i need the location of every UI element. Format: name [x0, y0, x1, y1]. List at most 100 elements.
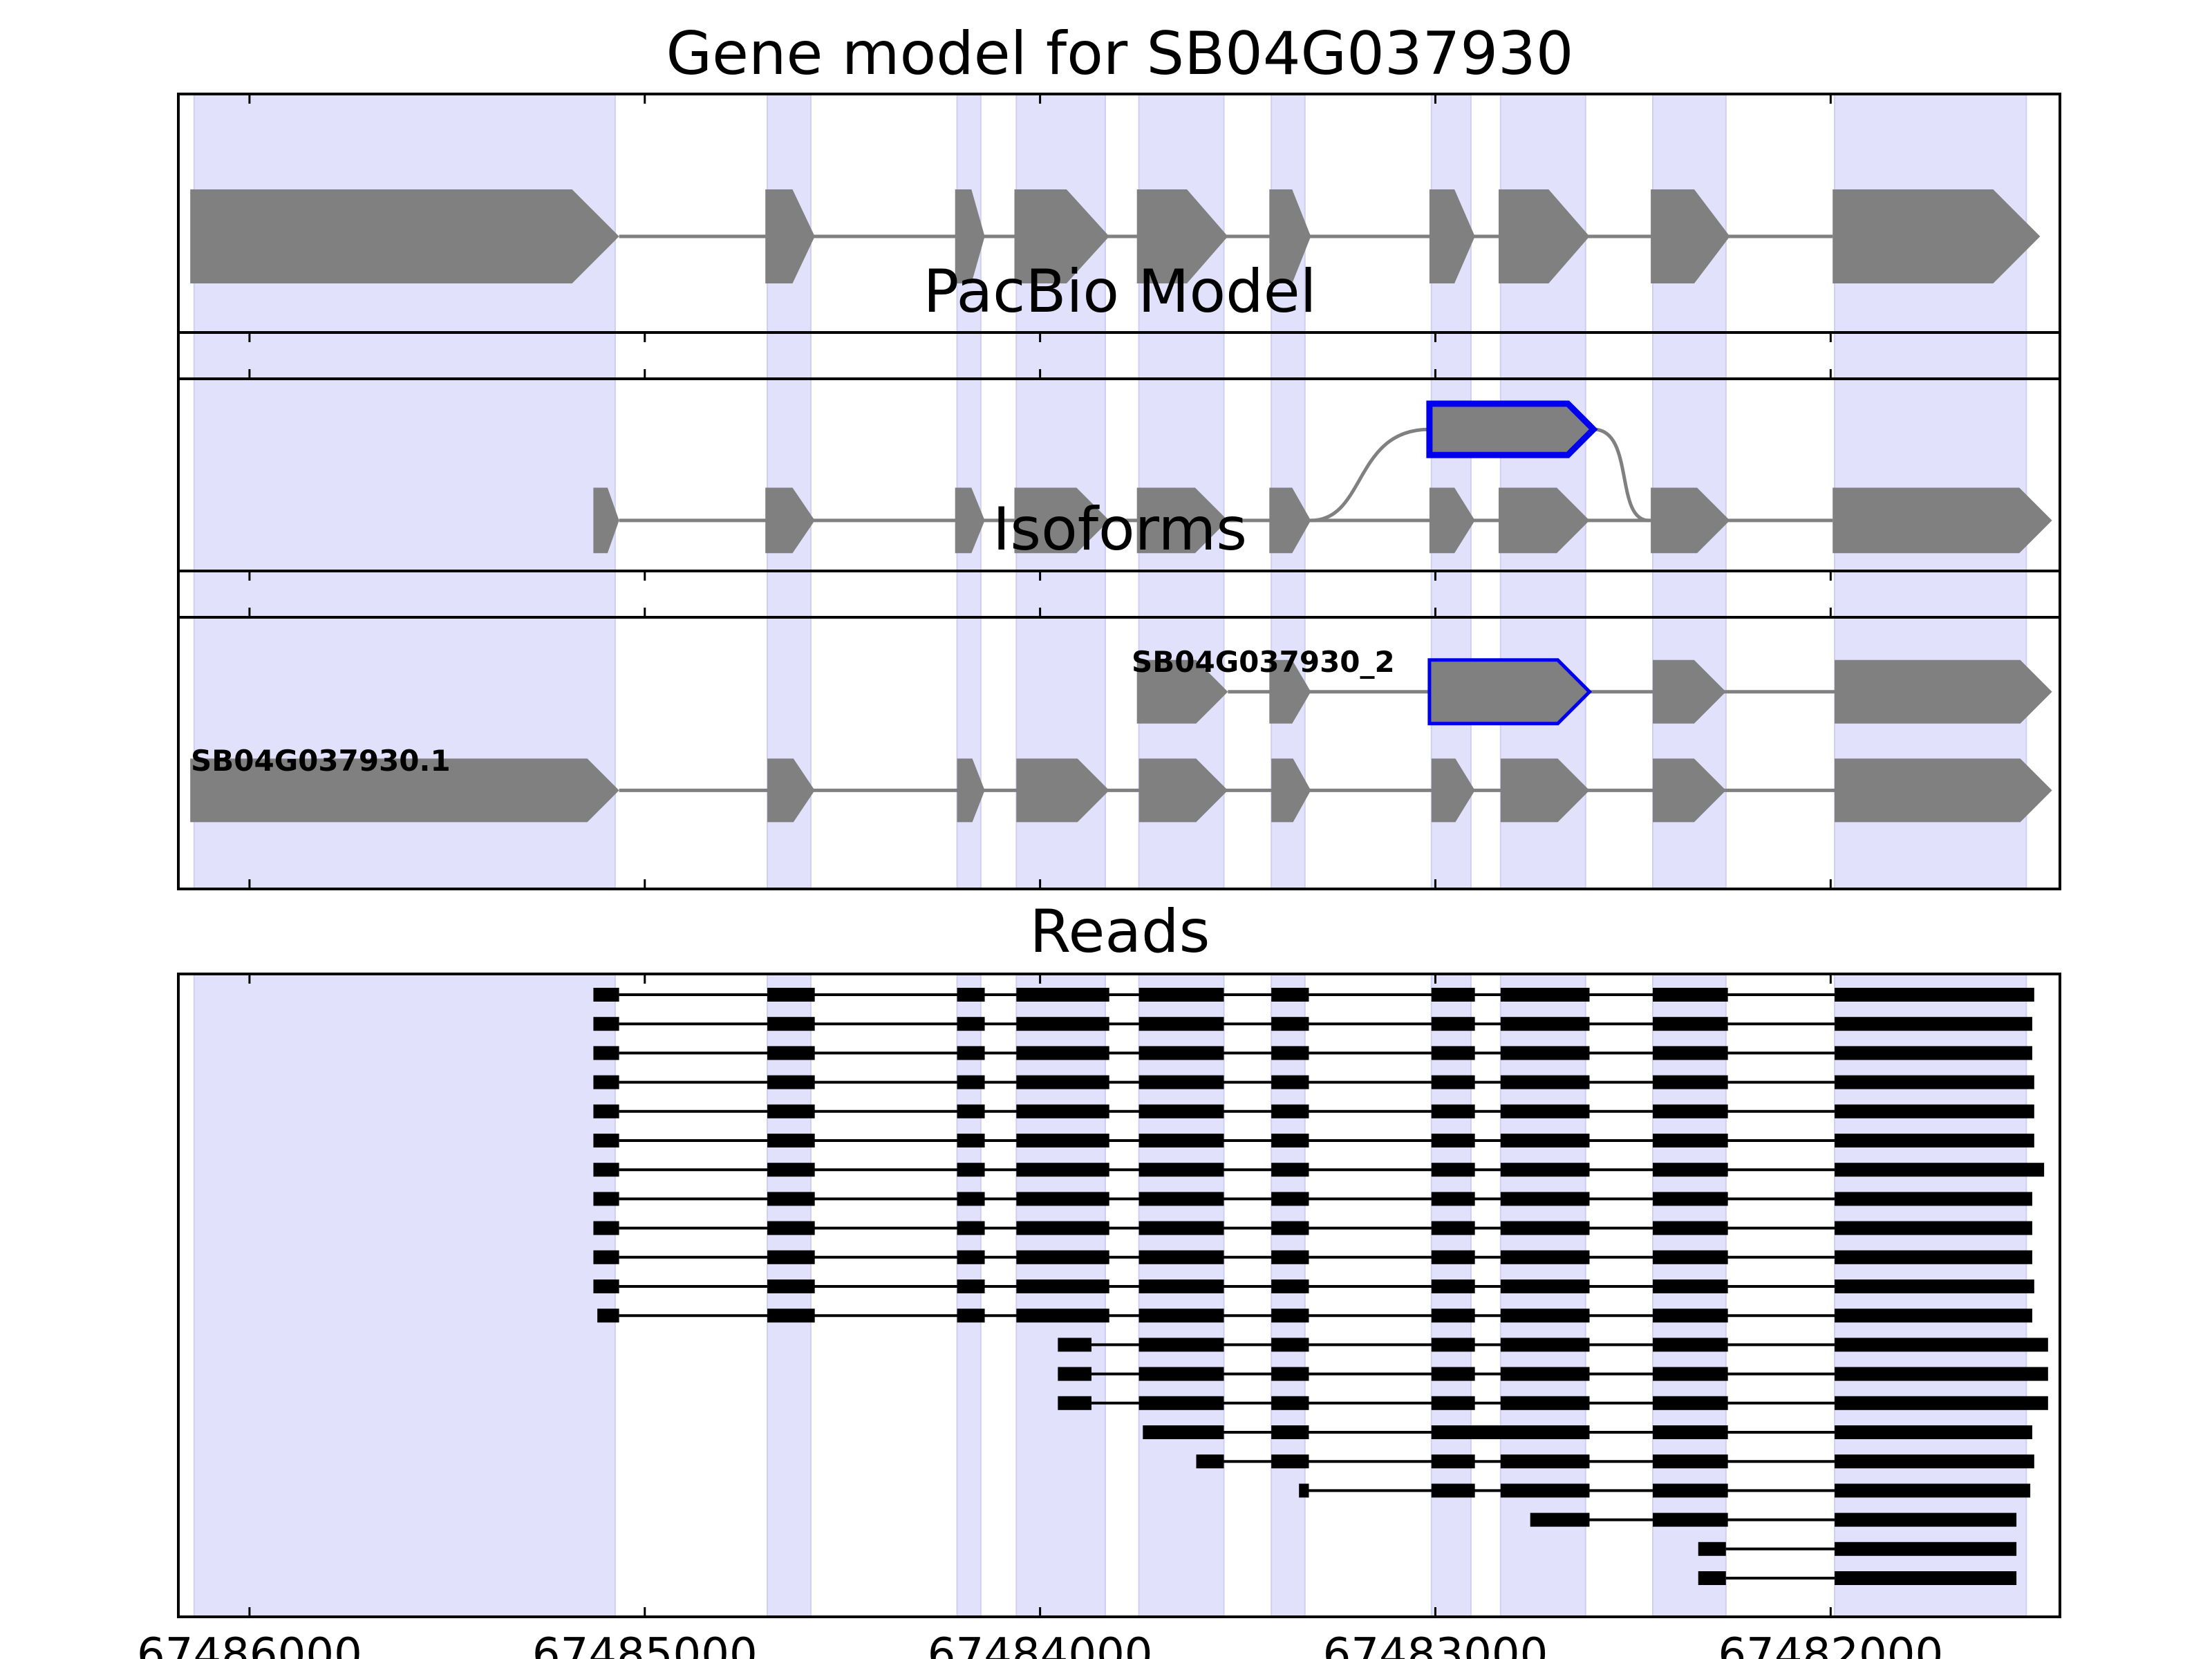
- exon-shade-band-2-5: [1271, 570, 1306, 890]
- read-block-16-0: [1196, 1454, 1224, 1469]
- panel-frame-0: [177, 93, 2061, 380]
- read-block-1-2: [957, 1017, 985, 1031]
- read-block-8-8: [1652, 1221, 1728, 1235]
- exon-shade-band-3-6: [1430, 973, 1472, 1618]
- read-block-10-9: [1835, 1280, 2034, 1293]
- read-block-8-2: [957, 1221, 985, 1235]
- read-block-4-9: [1835, 1104, 2034, 1118]
- read-block-1-6: [1431, 1017, 1475, 1031]
- panel-title-pacbio-model: PacBio Model: [923, 257, 1316, 326]
- read-block-17-4: [1835, 1483, 2031, 1498]
- read-block-8-3: [1016, 1221, 1109, 1235]
- exon-0-0-2: [955, 189, 985, 283]
- read-block-7-4: [1138, 1192, 1224, 1206]
- exon-shade-band-2-9: [1834, 570, 2027, 890]
- read-block-7-9: [1835, 1192, 2032, 1206]
- read-block-7-1: [767, 1192, 815, 1206]
- read-block-16-5: [1835, 1454, 2034, 1469]
- exon-0-0-9: [1833, 189, 2041, 283]
- read-block-9-2: [957, 1250, 985, 1264]
- read-block-16-1: [1271, 1454, 1309, 1469]
- read-block-2-6: [1431, 1046, 1475, 1060]
- read-block-8-7: [1500, 1221, 1590, 1235]
- read-block-4-1: [767, 1104, 815, 1118]
- exon-2-1-3: [1016, 758, 1109, 823]
- read-block-18-0: [1530, 1512, 1590, 1527]
- read-block-15-3: [1652, 1425, 1728, 1439]
- read-block-2-1: [767, 1046, 815, 1060]
- read-block-13-5: [1652, 1367, 1728, 1381]
- exon-2-1-8: [1653, 758, 1726, 823]
- exon-2-1-2: [957, 758, 985, 823]
- exon-shade-band-2-4: [1138, 570, 1225, 890]
- alt-splice-curve-right: [1593, 427, 1649, 523]
- read-block-9-9: [1835, 1250, 2032, 1264]
- read-block-13-2: [1271, 1367, 1309, 1381]
- exon-0-0-6: [1429, 189, 1475, 283]
- panel-frame-3: [177, 973, 2061, 1618]
- read-block-5-1: [767, 1134, 815, 1147]
- read-block-10-0: [593, 1280, 619, 1293]
- read-block-11-4: [1138, 1309, 1224, 1323]
- read-block-14-3: [1431, 1396, 1475, 1410]
- read-block-10-3: [1016, 1280, 1109, 1293]
- read-block-1-7: [1500, 1017, 1590, 1031]
- exon-2-0-0: [1136, 659, 1228, 724]
- panel-frame-1: [177, 331, 2061, 619]
- read-block-2-0: [593, 1046, 619, 1060]
- read-block-3-7: [1500, 1075, 1590, 1089]
- read-block-0-8: [1652, 988, 1728, 1002]
- read-block-20-1: [1835, 1571, 2017, 1585]
- read-block-4-3: [1016, 1104, 1109, 1118]
- read-block-13-4: [1500, 1367, 1590, 1381]
- read-block-17-3: [1652, 1483, 1728, 1498]
- read-block-14-1: [1138, 1396, 1224, 1410]
- exon-shade-band-2-7: [1499, 570, 1586, 890]
- read-block-0-2: [957, 988, 985, 1002]
- read-block-8-0: [593, 1221, 619, 1235]
- read-block-10-8: [1652, 1280, 1728, 1293]
- read-block-9-5: [1271, 1250, 1309, 1264]
- panel-title-isoforms: Isoforms: [993, 495, 1247, 564]
- read-block-7-6: [1431, 1192, 1475, 1206]
- read-block-6-7: [1500, 1163, 1590, 1177]
- read-block-3-5: [1271, 1075, 1309, 1089]
- read-block-6-6: [1431, 1163, 1475, 1177]
- exon-1-0-2: [955, 487, 985, 554]
- read-block-2-9: [1835, 1046, 2032, 1060]
- read-block-11-8: [1652, 1309, 1728, 1323]
- read-block-4-8: [1652, 1104, 1728, 1118]
- read-block-5-3: [1016, 1134, 1109, 1147]
- read-block-19-1: [1835, 1541, 2017, 1556]
- read-block-2-4: [1138, 1046, 1224, 1060]
- exon-shade-band-2-8: [1651, 570, 1727, 890]
- exon-0-0-4: [1136, 189, 1228, 283]
- alt-splice-curve-left: [1311, 427, 1430, 523]
- read-block-5-4: [1138, 1134, 1224, 1147]
- exon-shade-band-3-4: [1138, 973, 1225, 1618]
- x-tick-label-1: 67485000: [532, 1629, 758, 1659]
- read-block-7-8: [1652, 1192, 1728, 1206]
- read-block-10-6: [1431, 1280, 1475, 1293]
- read-block-16-3: [1500, 1454, 1590, 1469]
- x-tick-label-3: 67483000: [1323, 1629, 1548, 1659]
- read-block-1-3: [1016, 1017, 1109, 1031]
- exon-1-0-8: [1651, 487, 1730, 554]
- read-block-11-9: [1835, 1309, 2032, 1323]
- read-block-0-4: [1138, 988, 1224, 1002]
- read-block-6-0: [593, 1163, 619, 1177]
- read-block-14-4: [1500, 1396, 1590, 1410]
- read-block-12-4: [1500, 1338, 1590, 1352]
- exon-2-0-2: [1427, 658, 1593, 726]
- exon-2-0-1: [1269, 659, 1311, 724]
- read-block-18-2: [1835, 1512, 2017, 1527]
- read-block-10-4: [1138, 1280, 1224, 1293]
- read-block-14-2: [1271, 1396, 1309, 1410]
- read-block-1-0: [593, 1017, 619, 1031]
- exon-2-0-4: [1835, 659, 2052, 724]
- read-block-7-2: [957, 1192, 985, 1206]
- read-block-12-5: [1652, 1338, 1728, 1352]
- exon-0-0-1: [765, 189, 815, 283]
- read-block-6-9: [1835, 1163, 2045, 1177]
